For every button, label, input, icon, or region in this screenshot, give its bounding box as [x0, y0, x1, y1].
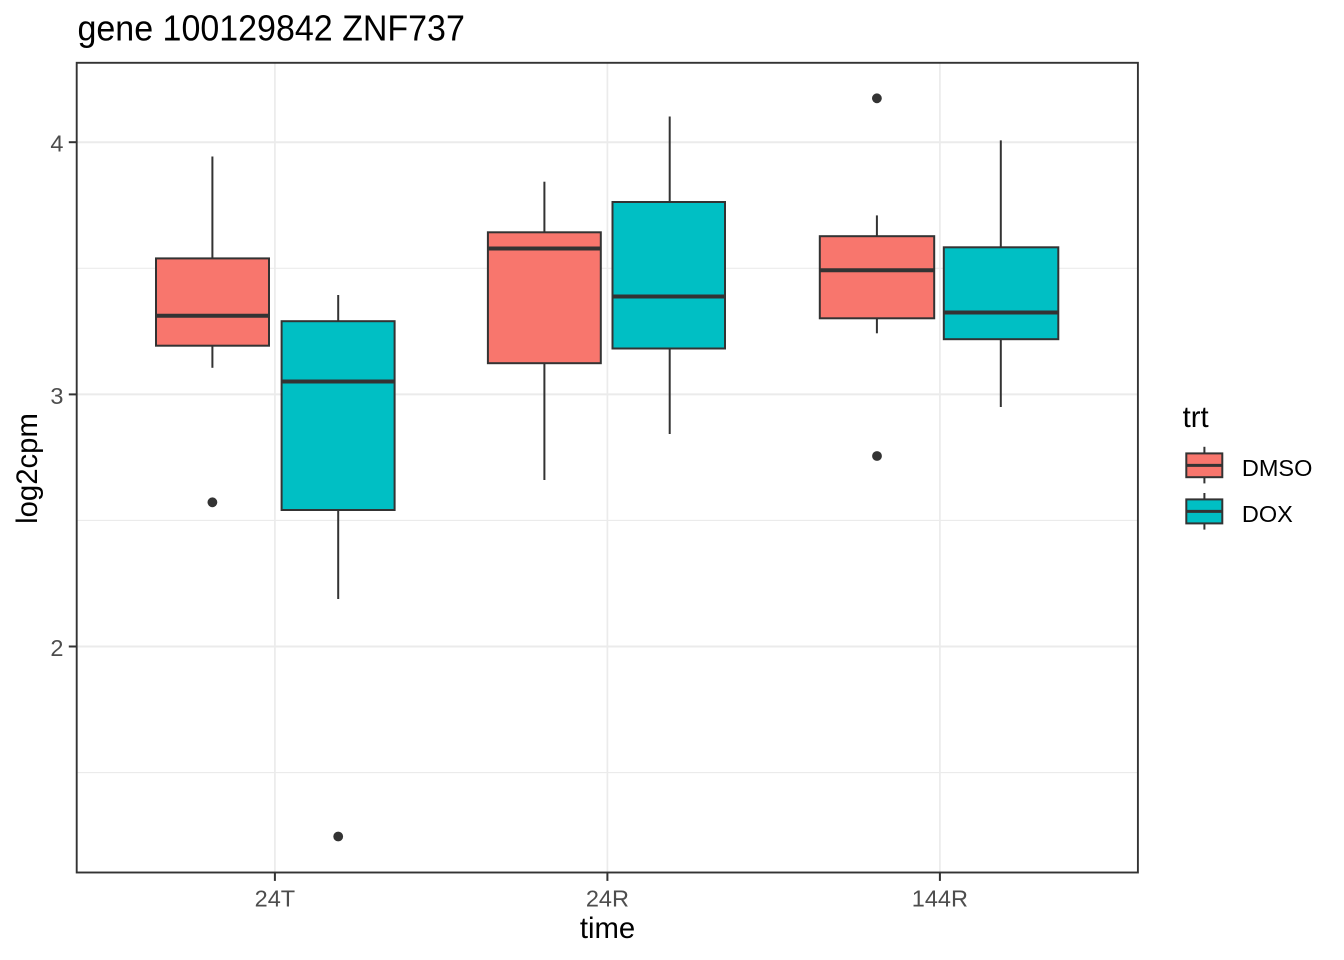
svg-text:DOX: DOX [1242, 501, 1293, 527]
svg-text:144R: 144R [912, 885, 968, 911]
svg-text:gene 100129842 ZNF737: gene 100129842 ZNF737 [78, 8, 465, 48]
svg-text:24T: 24T [255, 885, 296, 911]
svg-text:time: time [580, 912, 635, 945]
svg-text:24R: 24R [586, 885, 629, 911]
svg-text:log2cpm: log2cpm [11, 413, 44, 524]
svg-text:trt: trt [1183, 401, 1209, 434]
svg-text:3: 3 [50, 383, 63, 409]
svg-text:2: 2 [50, 635, 63, 661]
svg-text:4: 4 [50, 131, 63, 157]
svg-text:DMSO: DMSO [1242, 455, 1313, 481]
